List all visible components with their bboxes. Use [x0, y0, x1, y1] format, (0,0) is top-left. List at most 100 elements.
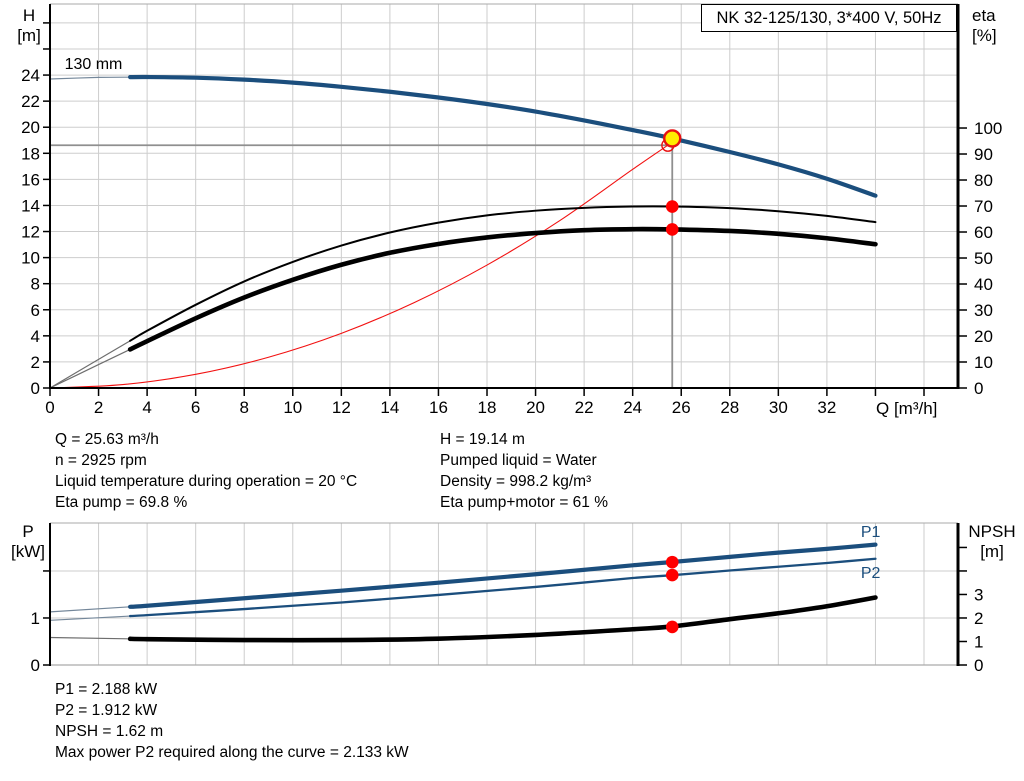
x-tick-label: 8 — [239, 398, 248, 417]
x-tick-label: 30 — [769, 398, 788, 417]
y-left-tick-label: 18 — [21, 144, 40, 163]
info-density: Density = 998.2 kg/m³ — [440, 473, 592, 490]
y-right-tick-label: 3 — [974, 585, 983, 604]
y-right-tick-label: 10 — [974, 353, 993, 372]
info-p1: P1 = 2.188 kW — [55, 681, 158, 698]
y-right-tick-label: 2 — [974, 609, 983, 628]
x-tick-label: 0 — [45, 398, 54, 417]
x-tick-label: 22 — [575, 398, 594, 417]
info-npsh: NPSH = 1.62 m — [55, 723, 164, 740]
npsh-point[interactable] — [665, 620, 679, 634]
info-pumped-liquid: Pumped liquid = Water — [440, 452, 597, 469]
x-tick-label: 18 — [478, 398, 497, 417]
info-eta-pump: Eta pump = 69.8 % — [55, 494, 188, 511]
head-curve[interactable] — [128, 74, 878, 198]
y-right-tick-label: 90 — [974, 145, 993, 164]
y-left-tick-label: 20 — [21, 118, 40, 137]
p2-curve[interactable] — [128, 557, 877, 618]
h-axis-title-line1: H — [22, 6, 36, 25]
npsh-axis-title-line1: NPSH — [968, 522, 1016, 541]
eta-axis-title: eta [%] — [972, 6, 1022, 46]
info-liquid-temp: Liquid temperature during operation = 20… — [55, 473, 358, 490]
x-tick-label: 24 — [623, 398, 642, 417]
y-left-tick-label: 8 — [31, 275, 40, 294]
duty-info-left: Q = 25.63 m³/h n = 2925 rpm Liquid tempe… — [55, 429, 357, 513]
p1-curve-lead-in — [49, 606, 131, 613]
p1-curve[interactable] — [128, 542, 878, 609]
p2-label: P2 — [861, 565, 881, 582]
npsh-axis-title: NPSH [m] — [962, 522, 1022, 562]
y-left-tick-label: 2 — [31, 353, 40, 372]
eta-pump-point[interactable] — [665, 200, 679, 213]
y-left-tick-label: 1 — [31, 609, 40, 628]
p-axis-title-line1: P — [22, 522, 34, 541]
p1-point[interactable] — [665, 555, 679, 569]
y-left-tick-label: 12 — [21, 223, 40, 242]
power-info-block: P1 = 2.188 kW P2 = 1.912 kW NPSH = 1.62 … — [55, 679, 409, 763]
y-right-tick-label: 70 — [974, 197, 993, 216]
head-curve-lead-in — [49, 76, 131, 80]
y-right-tick-label: 20 — [974, 327, 993, 346]
x-tick-label: 32 — [817, 398, 836, 417]
eta-axis-title-line2: [%] — [972, 26, 997, 45]
duty-info-right: H = 19.14 m Pumped liquid = Water Densit… — [440, 429, 608, 513]
y-left-tick-label: 4 — [31, 327, 40, 346]
y-right-tick-label: 100 — [974, 119, 1002, 138]
x-tick-label: 10 — [283, 398, 302, 417]
x-tick-label: 4 — [142, 398, 151, 417]
y-right-tick-label: 40 — [974, 275, 993, 294]
eta-axis-title-line1: eta — [972, 6, 996, 25]
x-tick-label: 26 — [672, 398, 691, 417]
x-tick-label: 12 — [332, 398, 351, 417]
system-curve[interactable] — [49, 144, 669, 389]
y-right-tick-label: 30 — [974, 301, 993, 320]
info-eta-pump-motor: Eta pump+motor = 61 % — [440, 494, 609, 511]
p2-curve-lead-in — [49, 615, 131, 621]
info-q: Q = 25.63 m³/h — [55, 431, 159, 448]
x-tick-label: 14 — [380, 398, 399, 417]
eta-pump-motor-point[interactable] — [665, 223, 679, 236]
q-axis-label: Q [m³/h] — [876, 399, 938, 418]
y-left-tick-label: 6 — [31, 301, 40, 320]
duty-point[interactable] — [663, 129, 682, 148]
pump-title-box: NK 32-125/130, 3*400 V, 50Hz — [701, 4, 957, 32]
npsh-curve-lead-in — [49, 636, 131, 640]
eta-pump-motor-curve-lead-in — [49, 348, 131, 389]
eta-pump-curve[interactable] — [129, 205, 877, 342]
p-axis-title: P [kW] — [6, 522, 50, 562]
eta-pump-curve-lead-in — [49, 340, 131, 389]
y-left-tick-label: 10 — [21, 249, 40, 268]
y-left-tick-label: 14 — [21, 196, 40, 215]
h-axis-title: H [m] — [8, 6, 50, 46]
eta-pump-motor-curve[interactable] — [127, 226, 878, 352]
p2-point[interactable] — [665, 568, 679, 582]
npsh-curve[interactable] — [127, 595, 878, 643]
y-right-tick-label: 50 — [974, 249, 993, 268]
y-left-tick-label: 0 — [31, 379, 40, 398]
y-right-tick-label: 80 — [974, 171, 993, 190]
h-axis-title-line2: [m] — [17, 26, 41, 45]
x-tick-label: 20 — [526, 398, 545, 417]
y-left-tick-label: 16 — [21, 170, 40, 189]
info-h: H = 19.14 m — [440, 431, 525, 448]
y-right-tick-label: 60 — [974, 223, 993, 242]
y-right-tick-label: 0 — [974, 656, 983, 675]
x-tick-label: 16 — [429, 398, 448, 417]
p1-label: P1 — [861, 524, 881, 541]
info-n: n = 2925 rpm — [55, 452, 147, 469]
p-axis-title-line2: [kW] — [11, 542, 45, 561]
info-max-p2: Max power P2 required along the curve = … — [55, 744, 409, 761]
x-tick-label: 2 — [94, 398, 103, 417]
y-right-tick-label: 0 — [974, 379, 983, 398]
y-left-tick-label: 22 — [21, 92, 40, 111]
npsh-axis-title-line2: [m] — [980, 542, 1004, 561]
y-right-tick-label: 1 — [974, 632, 983, 651]
130-mm-label: 130 mm — [65, 56, 123, 73]
y-left-tick-label: 24 — [21, 66, 40, 85]
info-p2: P2 = 1.912 kW — [55, 702, 158, 719]
x-tick-label: 28 — [720, 398, 739, 417]
x-tick-label: 6 — [191, 398, 200, 417]
y-left-tick-label: 0 — [31, 656, 40, 675]
